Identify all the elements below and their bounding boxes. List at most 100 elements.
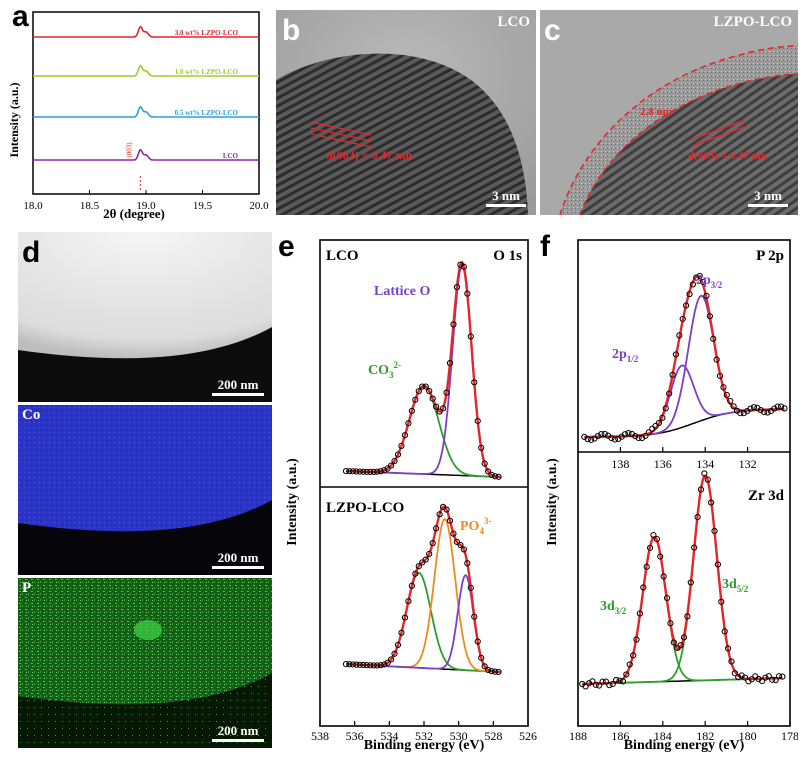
- hrtem-lco-scalebar: 3 nm: [486, 188, 526, 207]
- e-top-data-point: [356, 468, 363, 475]
- e-top-sample: LCO: [326, 248, 359, 264]
- f-bottom-core: Zr 3d: [748, 488, 785, 504]
- e-top-data-point: [381, 467, 388, 474]
- e-bottom-data-point: [405, 598, 412, 605]
- e-top-data-point: [363, 468, 370, 475]
- e-bottom-data-point: [398, 629, 405, 636]
- f-p32-label: 2p3/2: [696, 273, 723, 290]
- e-top-data-point: [433, 403, 440, 410]
- xrd-series-label-1: 1.0 wt% LZPO-LCO: [175, 68, 239, 76]
- f-bottom-data-point: [640, 584, 647, 591]
- e-top-data-point: [342, 467, 350, 475]
- e-bottom-data-point: [485, 666, 492, 673]
- f-ylabel: Intensity (a.u.): [545, 458, 560, 546]
- f-bottom-data-point: [769, 676, 776, 683]
- e-po4-label: PO43-: [460, 516, 491, 536]
- e-bottom-data-point: [478, 654, 485, 661]
- xrd-xtick-label-1: 18.5: [80, 200, 100, 212]
- e-bottom-data-point: [370, 662, 377, 669]
- f-top-data-point: [683, 302, 690, 309]
- e-top-co3-fit: [346, 385, 501, 478]
- e-bottom-data-point: [412, 570, 419, 577]
- panel-label-b: b: [282, 14, 301, 47]
- e-top-data-point: [429, 395, 436, 402]
- xrd-series-label-0: 3.0 wt% LZPO-LCO: [175, 29, 239, 37]
- f-top-data-point: [635, 434, 642, 442]
- f-bottom-data-point: [633, 636, 640, 643]
- e-bottom-data-point: [491, 668, 499, 675]
- f-p12-label: 2p1/2: [612, 347, 639, 364]
- f-xlabel: Binding energy (eV): [624, 738, 745, 753]
- e-top-data-point: [353, 468, 360, 475]
- e-xtick-label-2: 534: [380, 729, 398, 743]
- eds-p-label: P: [22, 580, 32, 596]
- eds-map-co: Co 200 nm: [18, 405, 272, 575]
- f-top-data-point: [713, 356, 720, 363]
- e-top-data-point: [491, 473, 499, 480]
- f-top-data-point: [666, 390, 673, 397]
- f-bottom-xtick-label-2: 184: [654, 729, 672, 743]
- f-top-data-point: [764, 409, 771, 416]
- f-bottom-data-point: [677, 642, 684, 649]
- f-bottom-data-point: [724, 645, 732, 652]
- f-bottom-xtick-label-5: 178: [781, 729, 798, 743]
- e-top-data-point: [495, 473, 502, 480]
- f-bottom-data-point: [731, 670, 738, 677]
- f-bottom-data-point: [646, 544, 654, 551]
- f-top-data-point: [608, 434, 615, 442]
- f-bottom-data-point: [772, 677, 779, 684]
- e-top-data-point: [370, 468, 377, 475]
- haadf-scalebar: 200 nm: [212, 377, 264, 396]
- f-bottom-data-point: [701, 470, 708, 477]
- xrd-xtick-label-4: 20.0: [249, 200, 269, 212]
- hrtem-lco: b LCO d(003) = 0.47 nm 3 nm: [276, 10, 536, 215]
- xps-o1s-chart: Intensity (a.u.) LCO O 1s LZPO-LCO 538 53…: [285, 239, 537, 753]
- e-bottom-co3-fit: [346, 571, 501, 673]
- eds-p-scalebar: 200 nm: [212, 723, 264, 742]
- f-bottom-data-point: [704, 476, 711, 483]
- f-top-xtick-label-2: 134: [696, 457, 714, 471]
- e-bottom-data-point: [426, 550, 433, 557]
- e-top-data-point: [374, 468, 381, 475]
- e-top-data-point: [481, 460, 488, 467]
- xrd-peak-label: (003): [125, 142, 133, 158]
- e-top-data-point: [436, 408, 443, 415]
- e-top-data-point: [467, 333, 474, 340]
- f-bottom-data-point: [650, 532, 657, 539]
- f-top-data-point: [737, 410, 744, 417]
- f-top-data-point: [672, 351, 680, 358]
- f-bottom-data-point: [694, 513, 701, 521]
- e-bottom-data-point: [356, 661, 363, 668]
- eds-p-scale-label: 200 nm: [217, 723, 259, 738]
- f-top-data-point: [655, 419, 663, 427]
- e-bottom-data-point: [467, 584, 474, 591]
- f-top-data-point: [621, 431, 629, 438]
- f-bottom-data-point: [718, 598, 725, 605]
- f-top-data-point: [730, 403, 737, 410]
- f-top-data-point: [716, 372, 724, 380]
- e-bottom-data-point: [481, 663, 488, 670]
- xrd-ylabel: Intensity (a.u.): [7, 82, 21, 157]
- xrd-trace-1: [33, 64, 259, 77]
- hrtem-lzpo-dspacing: d(003) = 0.47 nm: [688, 150, 767, 162]
- panel-label-a: a: [12, 0, 29, 33]
- f-top-data-point: [689, 281, 697, 288]
- e-top-data-point: [474, 417, 481, 425]
- f-bottom-xtick-label-4: 180: [739, 729, 757, 743]
- xrd-xtick-label-2: 19.0: [136, 200, 156, 212]
- e-top-data-point: [367, 468, 374, 475]
- e-top-data-point: [471, 379, 478, 386]
- f-bottom-data-point: [697, 486, 705, 493]
- e-bottom-data-point: [349, 661, 357, 668]
- e-lattice-label: Lattice O: [374, 284, 430, 299]
- panel-label-d: d: [22, 236, 41, 269]
- f-top-data-point: [594, 432, 602, 440]
- e-bottom-data-point: [495, 668, 502, 675]
- e-bottom-data-point: [450, 530, 457, 537]
- f-bottom-data-point: [599, 678, 606, 685]
- e-top-data-point: [349, 468, 357, 475]
- eds-co-label: Co: [22, 407, 41, 423]
- haadf-scale-label: 200 nm: [217, 377, 259, 392]
- f-bottom-data-point: [711, 527, 718, 535]
- f-top-data-point: [777, 403, 785, 410]
